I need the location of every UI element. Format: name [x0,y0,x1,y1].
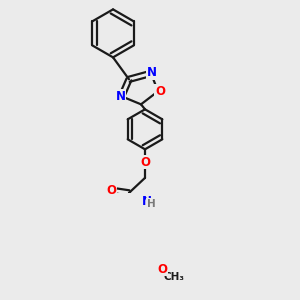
Text: CH₃: CH₃ [164,272,184,282]
Text: O: O [158,262,168,275]
Text: O: O [155,85,165,98]
Text: O: O [140,156,150,169]
Text: O: O [106,184,116,197]
Text: N: N [116,90,126,103]
Text: N: N [142,195,152,208]
Text: N: N [147,66,157,79]
Text: H: H [147,199,156,209]
